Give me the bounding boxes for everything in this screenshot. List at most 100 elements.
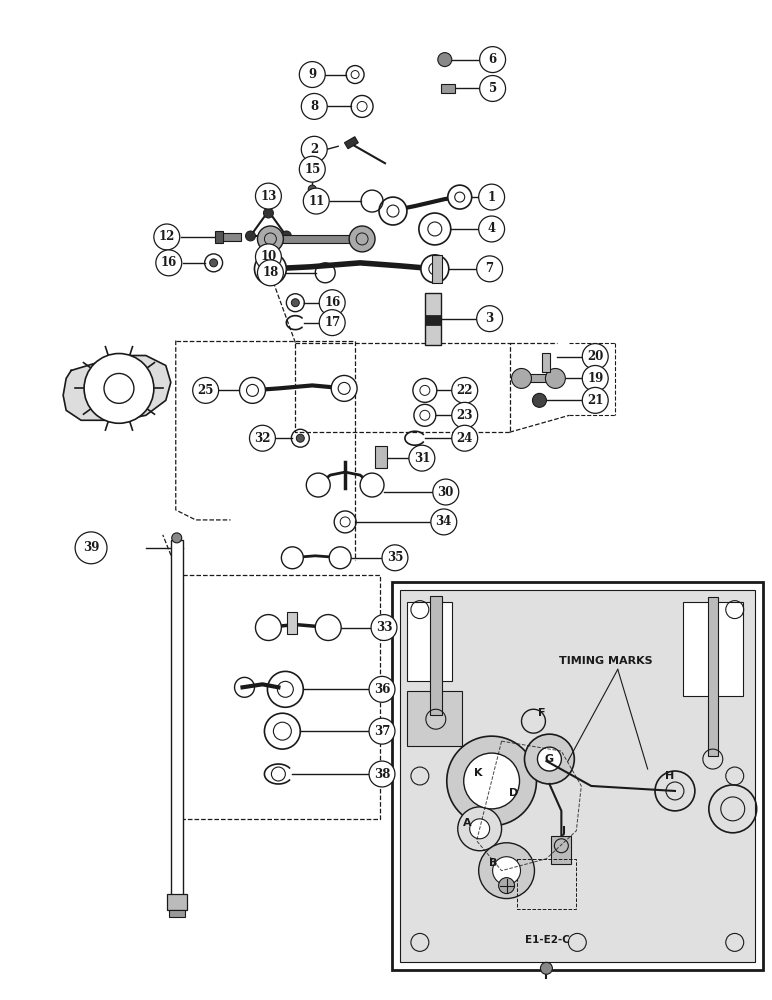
Circle shape bbox=[582, 387, 608, 413]
Circle shape bbox=[469, 819, 489, 839]
Circle shape bbox=[499, 878, 514, 894]
Circle shape bbox=[154, 224, 180, 250]
Bar bbox=[267, 235, 362, 243]
Polygon shape bbox=[63, 356, 171, 420]
Text: H: H bbox=[665, 771, 675, 781]
Text: 23: 23 bbox=[456, 409, 473, 422]
Circle shape bbox=[493, 857, 520, 885]
Text: 12: 12 bbox=[158, 230, 175, 243]
Text: 36: 36 bbox=[374, 683, 390, 696]
Circle shape bbox=[452, 425, 478, 451]
Text: 10: 10 bbox=[260, 250, 276, 263]
Circle shape bbox=[431, 509, 457, 535]
Circle shape bbox=[382, 545, 408, 571]
Circle shape bbox=[533, 393, 547, 407]
Circle shape bbox=[546, 368, 565, 388]
Circle shape bbox=[349, 226, 375, 252]
Circle shape bbox=[371, 615, 397, 640]
Text: 3: 3 bbox=[486, 312, 494, 325]
Circle shape bbox=[476, 256, 503, 282]
Text: F: F bbox=[537, 708, 545, 718]
Circle shape bbox=[300, 156, 325, 182]
Circle shape bbox=[369, 761, 395, 787]
Text: 38: 38 bbox=[374, 768, 390, 781]
Text: 39: 39 bbox=[83, 541, 100, 554]
Bar bbox=[425, 315, 441, 325]
Bar bbox=[683, 602, 743, 696]
Text: 7: 7 bbox=[486, 262, 493, 275]
Circle shape bbox=[329, 547, 351, 569]
Text: 15: 15 bbox=[304, 163, 320, 176]
Bar bbox=[432, 255, 442, 283]
Circle shape bbox=[210, 259, 218, 267]
Text: 30: 30 bbox=[438, 486, 454, 499]
Text: 35: 35 bbox=[387, 551, 403, 564]
Text: 8: 8 bbox=[310, 100, 318, 113]
Circle shape bbox=[156, 250, 181, 276]
Text: 33: 33 bbox=[376, 621, 392, 634]
Circle shape bbox=[458, 807, 502, 851]
Text: 18: 18 bbox=[262, 266, 279, 279]
Circle shape bbox=[300, 62, 325, 87]
Circle shape bbox=[479, 184, 505, 210]
Bar bbox=[400, 590, 755, 962]
Circle shape bbox=[582, 365, 608, 391]
Bar bbox=[218, 233, 241, 241]
Circle shape bbox=[379, 197, 407, 225]
Circle shape bbox=[421, 255, 449, 283]
Circle shape bbox=[239, 377, 266, 403]
Bar bbox=[287, 612, 297, 634]
Circle shape bbox=[281, 547, 303, 569]
Text: 32: 32 bbox=[254, 432, 271, 445]
Text: E1-E2-C: E1-E2-C bbox=[525, 935, 570, 945]
Text: 6: 6 bbox=[489, 53, 496, 66]
Bar bbox=[441, 84, 455, 93]
Circle shape bbox=[369, 718, 395, 744]
Circle shape bbox=[438, 53, 452, 67]
Circle shape bbox=[256, 183, 281, 209]
Text: B: B bbox=[489, 858, 498, 868]
Text: G: G bbox=[545, 754, 554, 764]
Circle shape bbox=[479, 47, 506, 73]
Circle shape bbox=[193, 377, 218, 403]
Circle shape bbox=[447, 736, 537, 826]
Circle shape bbox=[84, 354, 154, 423]
Text: 37: 37 bbox=[374, 725, 390, 738]
Text: 16: 16 bbox=[161, 256, 177, 269]
Text: K: K bbox=[474, 768, 482, 778]
Circle shape bbox=[331, 375, 357, 401]
Text: 16: 16 bbox=[324, 296, 340, 309]
Circle shape bbox=[433, 479, 459, 505]
Circle shape bbox=[258, 226, 283, 252]
Circle shape bbox=[540, 962, 553, 974]
Circle shape bbox=[281, 231, 291, 241]
Text: 22: 22 bbox=[456, 384, 473, 397]
Circle shape bbox=[296, 434, 304, 442]
Circle shape bbox=[75, 532, 107, 564]
Bar bbox=[392, 582, 763, 970]
Text: 17: 17 bbox=[324, 316, 340, 329]
Bar bbox=[167, 894, 187, 910]
Bar bbox=[407, 691, 462, 746]
Text: 24: 24 bbox=[456, 432, 473, 445]
Bar bbox=[407, 602, 452, 681]
Text: J: J bbox=[561, 826, 565, 836]
Circle shape bbox=[308, 185, 317, 193]
Text: 20: 20 bbox=[587, 350, 604, 363]
Text: 11: 11 bbox=[308, 195, 324, 208]
Text: 25: 25 bbox=[198, 384, 214, 397]
Circle shape bbox=[301, 93, 327, 119]
Text: 1: 1 bbox=[488, 191, 496, 204]
Text: 19: 19 bbox=[587, 372, 604, 385]
Text: 9: 9 bbox=[308, 68, 317, 81]
Circle shape bbox=[537, 747, 561, 771]
Circle shape bbox=[409, 445, 435, 471]
Bar bbox=[516, 859, 577, 909]
Circle shape bbox=[452, 377, 478, 403]
Circle shape bbox=[258, 260, 283, 286]
Circle shape bbox=[582, 344, 608, 369]
Bar bbox=[543, 353, 550, 372]
Circle shape bbox=[452, 402, 478, 428]
Text: D: D bbox=[509, 788, 518, 798]
Circle shape bbox=[256, 615, 281, 640]
